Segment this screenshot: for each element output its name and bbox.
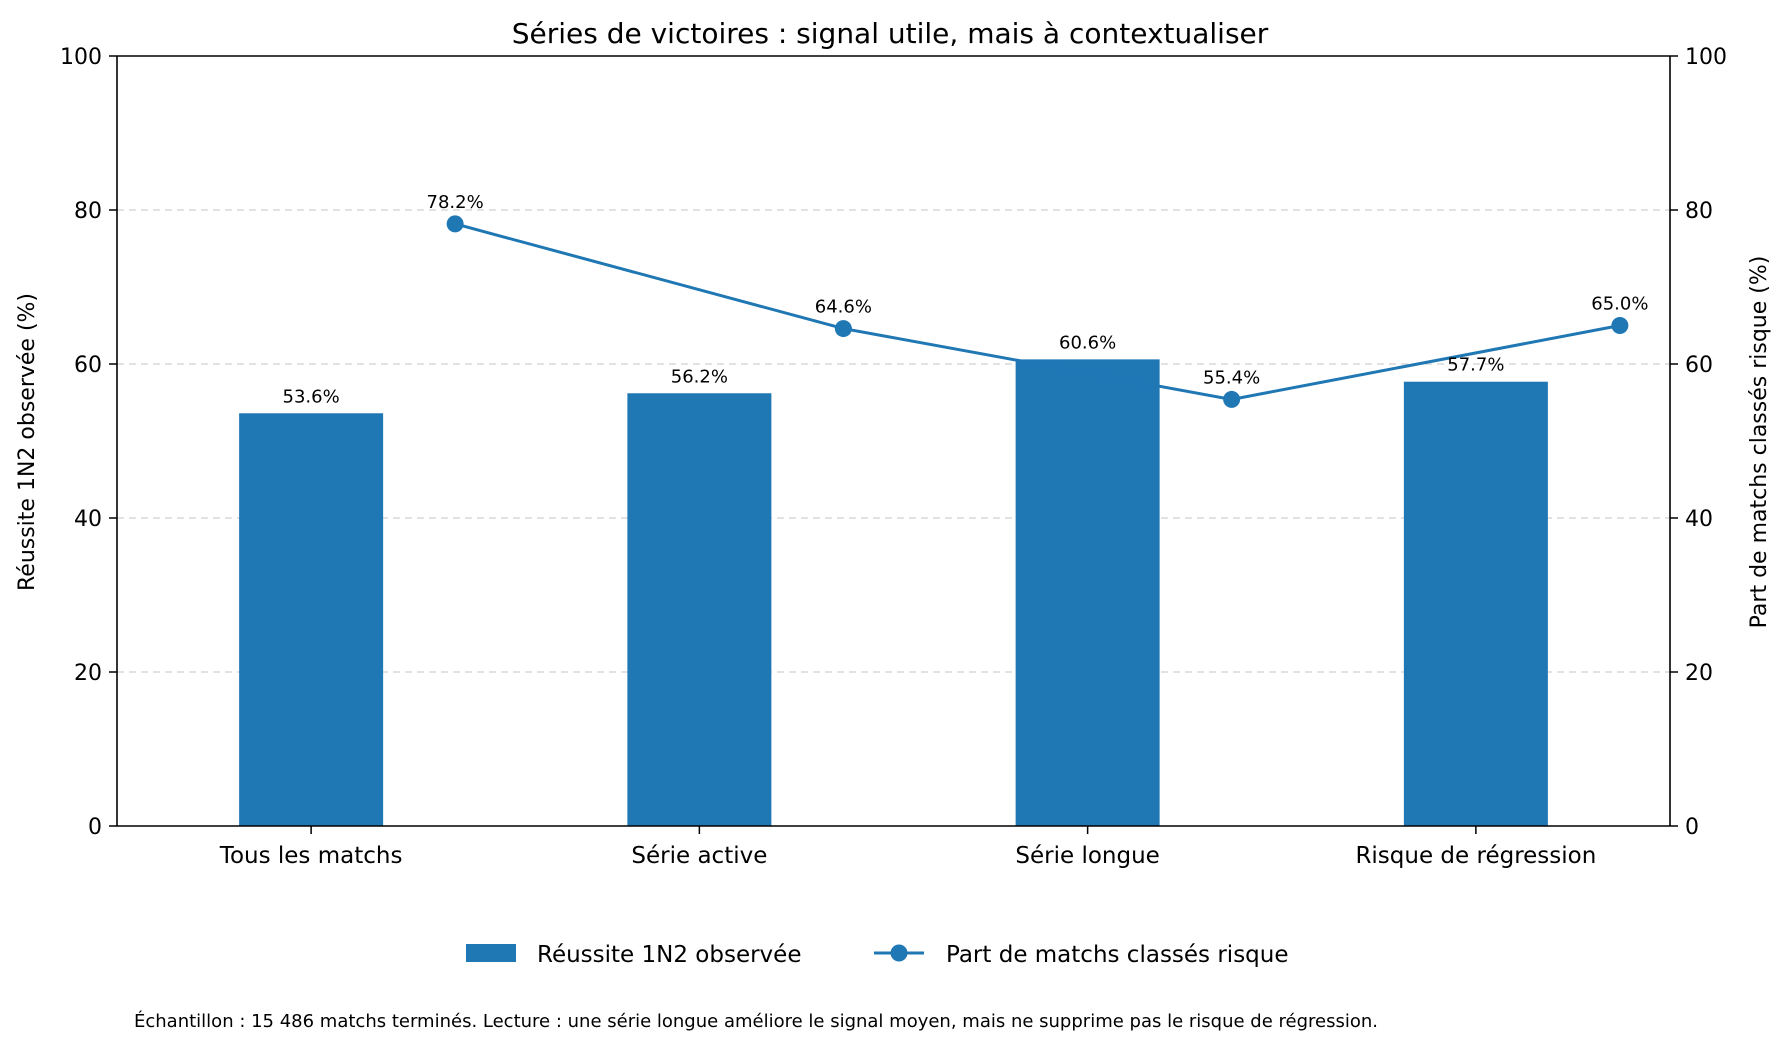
chart-title: Séries de victoires : signal utile, mais… [512, 17, 1269, 50]
bar-2 [1015, 359, 1160, 826]
right-y-ticks: 0 20 40 60 80 100 [1670, 45, 1727, 840]
bar-label-0: 53.6% [283, 386, 340, 407]
line-label-2: 55.4% [1203, 367, 1260, 388]
axes [116, 55, 1671, 827]
bar-label-1: 56.2% [671, 366, 728, 387]
bar-3 [1403, 381, 1548, 826]
legend-bar-label: Réussite 1N2 observée [537, 942, 801, 968]
line-data-labels: 78.2% 64.6% 55.4% 65.0% [427, 192, 1649, 389]
line-point-1 [834, 320, 852, 338]
line-label-0: 78.2% [427, 192, 484, 213]
legend-bar-swatch [466, 944, 516, 962]
right-tick-label-5: 100 [1685, 45, 1727, 70]
legend-line-marker [890, 944, 908, 962]
category-label-0: Tous les matchs [219, 843, 403, 869]
left-y-ticks: 0 20 40 60 80 100 [60, 45, 117, 840]
line-series [446, 215, 1629, 408]
category-label-2: Série longue [1015, 843, 1159, 869]
line-label-1: 64.6% [815, 297, 872, 318]
left-tick-label-3: 60 [74, 353, 102, 378]
left-tick-label-5: 100 [60, 45, 102, 70]
line-path [454, 222, 1621, 401]
bar-1 [627, 393, 772, 826]
left-axis-label: Réussite 1N2 observée (%) [15, 293, 40, 591]
right-tick-label-2: 40 [1685, 507, 1713, 532]
legend: Réussite 1N2 observée Part de matchs cla… [466, 942, 1289, 968]
line-point-2 [1223, 390, 1241, 408]
left-tick-label-1: 20 [74, 661, 102, 686]
left-tick-label-4: 80 [74, 199, 102, 224]
line-point-0 [446, 215, 464, 233]
bar-label-3: 57.7% [1447, 355, 1504, 376]
left-tick-label-2: 40 [74, 507, 102, 532]
right-axis-label: Part de matchs classés risque (%) [1747, 256, 1772, 629]
bar-0 [239, 413, 384, 826]
bar-label-2: 60.6% [1059, 332, 1116, 353]
right-tick-label-3: 60 [1685, 353, 1713, 378]
chart-footnote: Échantillon : 15 486 matchs terminés. Le… [134, 1010, 1378, 1032]
legend-line-label: Part de matchs classés risque [946, 942, 1289, 968]
bar-series [239, 359, 1548, 826]
line-label-3: 65.0% [1591, 294, 1648, 315]
left-tick-label-0: 0 [88, 815, 102, 840]
right-tick-label-0: 0 [1685, 815, 1699, 840]
category-label-1: Série active [631, 843, 767, 869]
x-axis-categories: Tous les matchs Série active Série longue R… [219, 826, 1596, 869]
category-label-3: Risque de régression [1355, 843, 1596, 869]
right-tick-label-4: 80 [1685, 199, 1713, 224]
bar-data-labels: 53.6% 56.2% 60.6% 57.7% [283, 332, 1505, 407]
line-point-3 [1611, 317, 1629, 334]
right-tick-label-1: 20 [1685, 661, 1713, 686]
